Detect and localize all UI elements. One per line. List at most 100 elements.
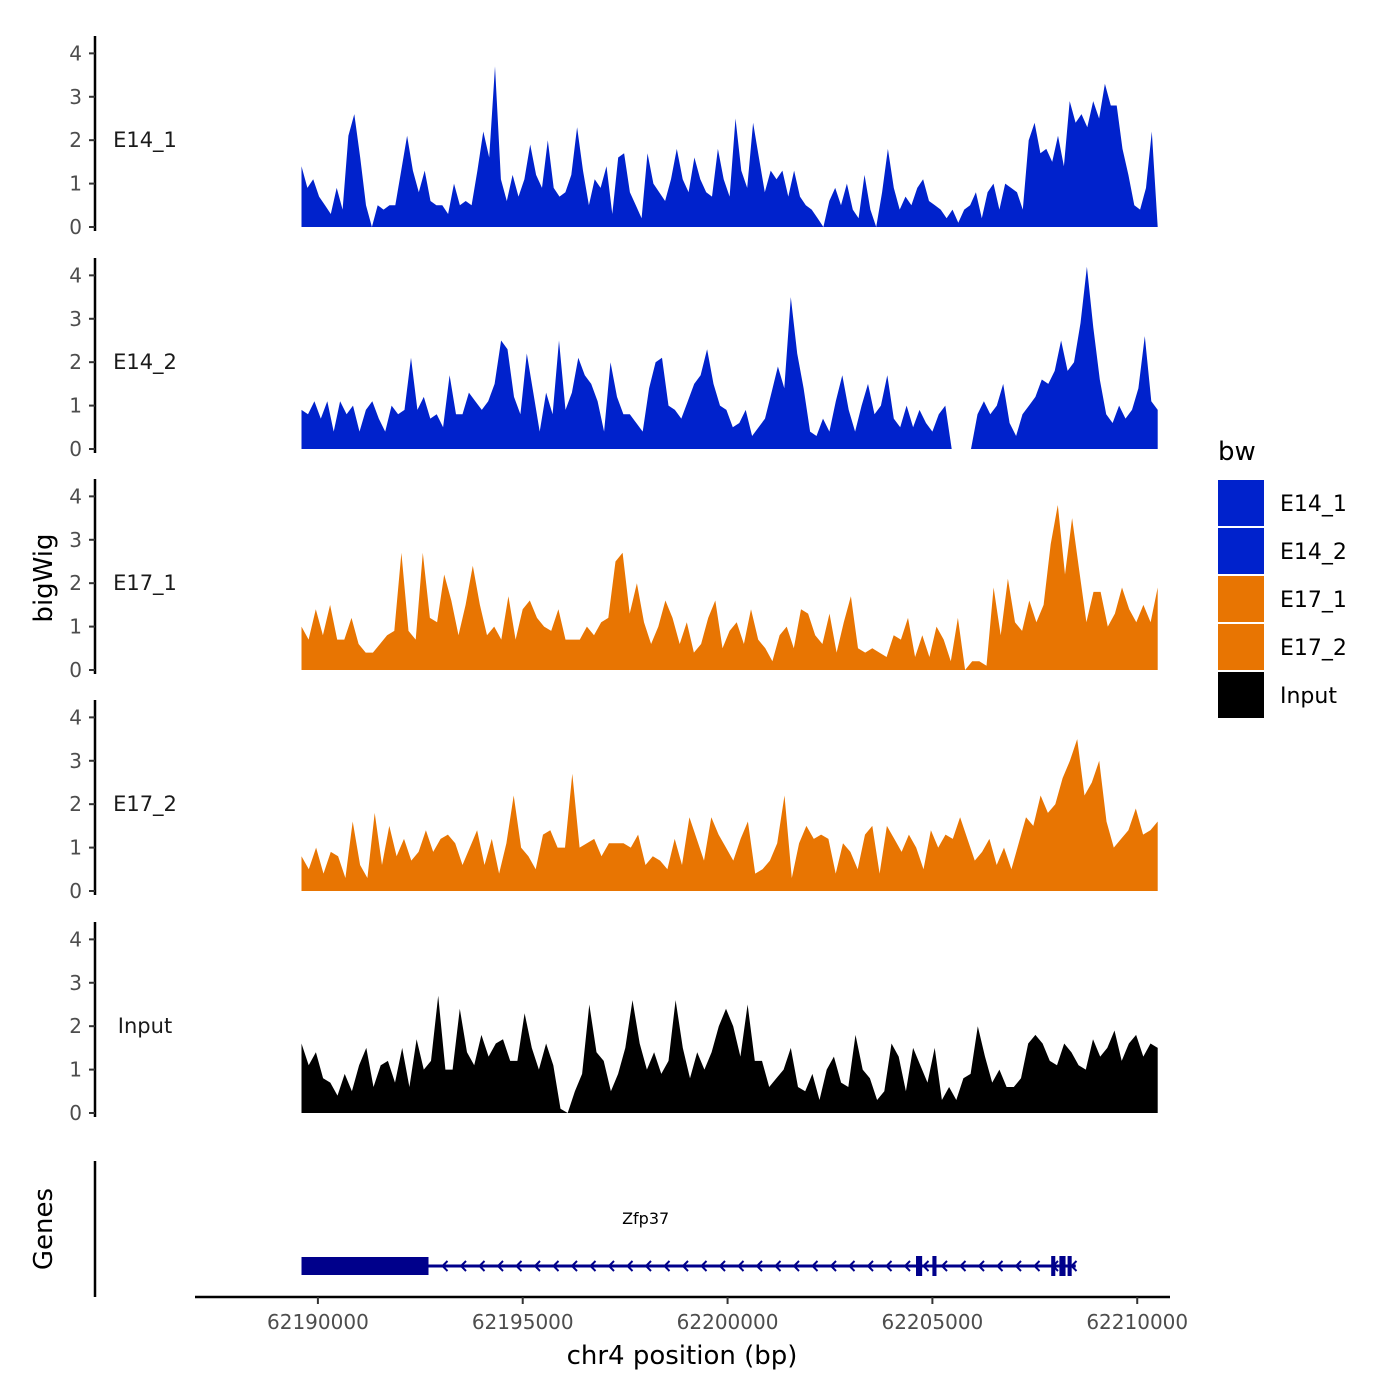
strand-arrow	[792, 1260, 800, 1272]
strand-arrow	[441, 1260, 449, 1272]
area-series-E17_1	[301, 505, 1158, 670]
track-label: E14_1	[113, 128, 177, 153]
y-tick-label: 4	[69, 263, 82, 287]
legend-swatch-E14_2	[1218, 528, 1264, 574]
strand-arrow	[626, 1260, 634, 1272]
y-tick-label: 1	[69, 394, 82, 418]
strand-arrow	[866, 1260, 874, 1272]
track-label: E17_2	[113, 792, 177, 817]
y-tick-label: 4	[69, 927, 82, 951]
gene-exon	[932, 1256, 937, 1276]
gene-name-label: Zfp37	[622, 1209, 669, 1228]
legend: bw E14_1 E14_2 E17_1 E17_2 Input	[1218, 437, 1347, 718]
track-label: Input	[118, 1014, 172, 1038]
strand-arrow	[848, 1260, 856, 1272]
gene-Zfp37: Zfp37	[301, 1209, 1078, 1276]
x-tick-label: 62195000	[472, 1310, 574, 1334]
track-E14_1: 0 1 2 3 4 E14_1	[69, 36, 1158, 239]
tracks-group: 0 1 2 3 4 E14_1 0 1 2 3 4 E14_2 0 1 2 3 4 E17_1 0 1 2 3 4 E17_2…	[69, 36, 1158, 1125]
strand-arrow	[959, 1260, 967, 1272]
strand-arrow	[885, 1260, 893, 1272]
strand-arrow	[922, 1260, 930, 1272]
gene-exon	[1051, 1256, 1056, 1276]
y-tick-label: 3	[69, 971, 82, 995]
strand-arrow	[829, 1260, 837, 1272]
y-tick-label: 1	[69, 836, 82, 860]
legend-label: E14_1	[1280, 492, 1347, 517]
legend-label: E17_1	[1280, 588, 1347, 613]
track-Input: 0 1 2 3 4 Input	[69, 922, 1158, 1125]
gene-exon	[1059, 1256, 1066, 1276]
strand-arrow	[515, 1260, 523, 1272]
y-tick-label: 2	[69, 350, 82, 374]
legend-swatch-E17_1	[1218, 576, 1264, 622]
strand-arrow	[478, 1260, 486, 1272]
area-series-E17_2	[301, 739, 1158, 891]
y-tick-label: 1	[69, 615, 82, 639]
strand-arrow	[663, 1260, 671, 1272]
area-series-E14_1	[301, 66, 1158, 228]
x-tick-label: 62210000	[1086, 1310, 1188, 1334]
track-label: E14_2	[113, 350, 177, 375]
legend-label: E14_2	[1280, 540, 1347, 565]
y-tick-label: 2	[69, 792, 82, 816]
strand-arrow	[681, 1260, 689, 1272]
y-tick-label: 0	[69, 658, 82, 682]
strand-arrow	[607, 1260, 615, 1272]
strand-arrow	[737, 1260, 745, 1272]
genes-panel: Zfp37	[93, 1161, 1078, 1297]
y-tick-label: 0	[69, 437, 82, 461]
x-axis: 62190000 62195000 62200000 62205000 62210000	[195, 1295, 1188, 1334]
y-tick-label: 4	[69, 484, 82, 508]
strand-arrow	[903, 1260, 911, 1272]
y-tick-label: 3	[69, 749, 82, 773]
strand-arrow	[700, 1260, 708, 1272]
track-E17_2: 0 1 2 3 4 E17_2	[69, 700, 1158, 903]
y-tick-label: 4	[69, 41, 82, 65]
strand-arrow	[570, 1260, 578, 1272]
track-E14_2: 0 1 2 3 4 E14_2	[69, 258, 1158, 461]
genes-axis-title: Genes	[29, 1188, 59, 1270]
strand-arrow	[552, 1260, 560, 1272]
strand-arrow	[1033, 1260, 1041, 1272]
x-tick-label: 62205000	[881, 1310, 983, 1334]
x-tick-label: 62190000	[267, 1310, 369, 1334]
gene-exon	[1067, 1256, 1072, 1276]
y-tick-label: 1	[69, 172, 82, 196]
legend-swatch-E17_2	[1218, 624, 1264, 670]
y-tick-label: 2	[69, 128, 82, 152]
gene-exon	[301, 1257, 429, 1275]
strand-arrow	[459, 1260, 467, 1272]
x-axis-title: chr4 position (bp)	[567, 1341, 798, 1371]
strand-arrow	[811, 1260, 819, 1272]
legend-label: E17_2	[1280, 636, 1347, 661]
y-tick-label: 3	[69, 528, 82, 552]
strand-arrow	[940, 1260, 948, 1272]
legend-swatch-E14_1	[1218, 480, 1264, 526]
y-tick-label: 1	[69, 1058, 82, 1082]
legend-swatch-Input	[1218, 672, 1264, 718]
strand-arrow	[644, 1260, 652, 1272]
gene-exon	[916, 1256, 923, 1276]
y-tick-label: 2	[69, 571, 82, 595]
strand-arrow	[496, 1260, 504, 1272]
y-tick-label: 4	[69, 705, 82, 729]
y-tick-label: 3	[69, 307, 82, 331]
strand-arrow	[774, 1260, 782, 1272]
y-tick-label: 0	[69, 879, 82, 903]
strand-arrow	[996, 1260, 1004, 1272]
y-tick-label: 0	[69, 215, 82, 239]
y-tick-label: 2	[69, 1014, 82, 1038]
y-tick-label: 3	[69, 85, 82, 109]
strand-arrow	[755, 1260, 763, 1272]
strand-arrow	[1014, 1260, 1022, 1272]
y-axis-title: bigWig	[29, 533, 59, 622]
y-tick-label: 0	[69, 1101, 82, 1125]
legend-label: Input	[1280, 684, 1337, 709]
strand-arrow	[718, 1260, 726, 1272]
track-label: E17_1	[113, 571, 177, 596]
legend-title: bw	[1218, 437, 1256, 467]
strand-arrow	[589, 1260, 597, 1272]
